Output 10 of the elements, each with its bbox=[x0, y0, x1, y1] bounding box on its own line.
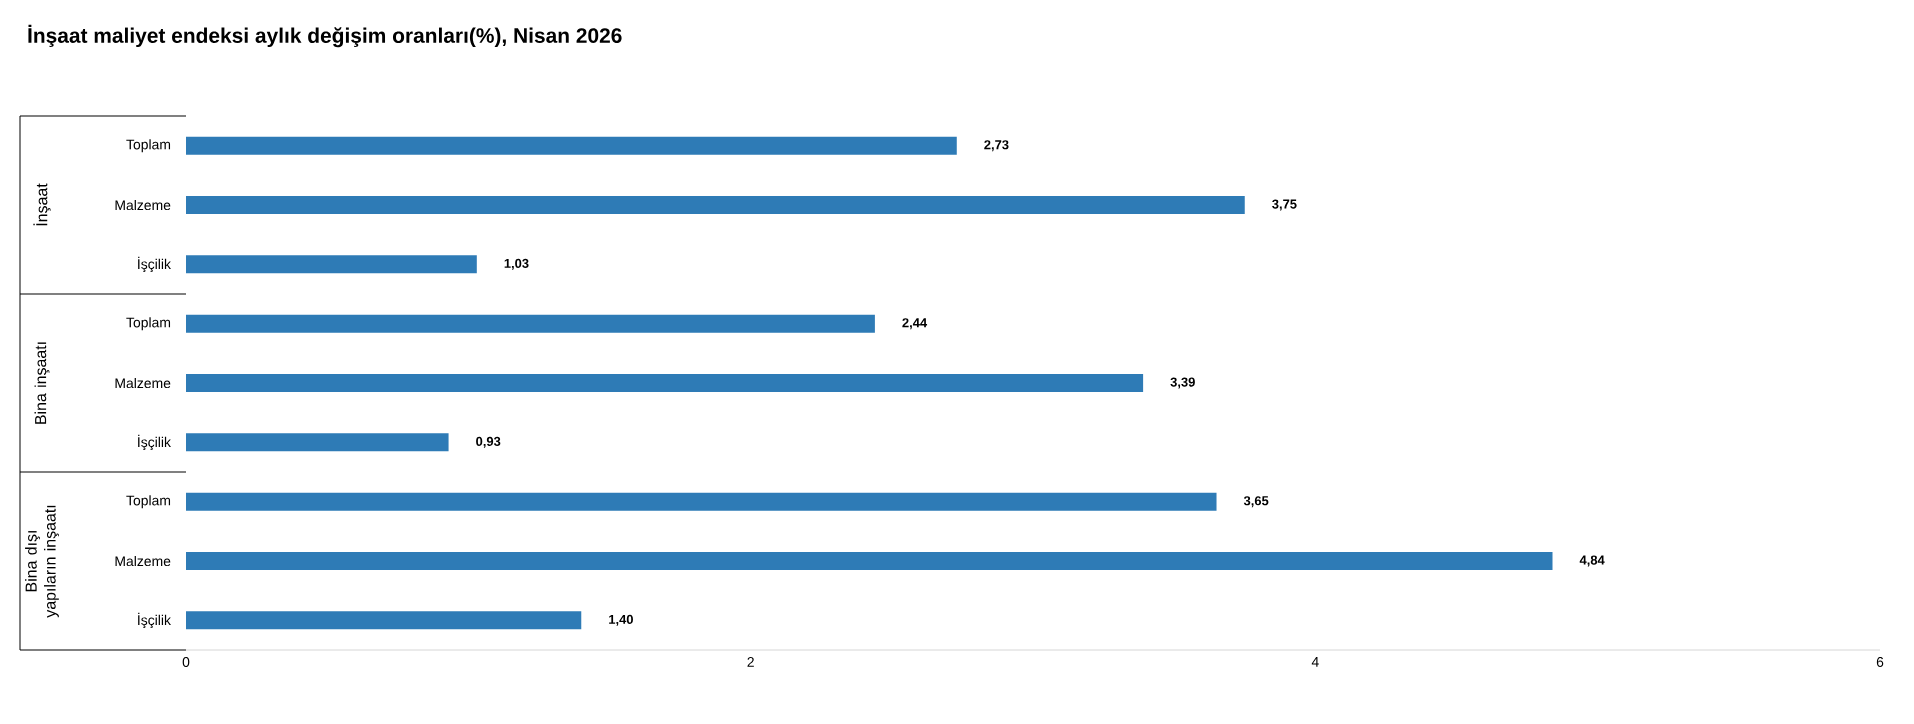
bar bbox=[186, 611, 582, 630]
bar bbox=[186, 374, 1144, 393]
bar bbox=[186, 314, 875, 333]
bar bbox=[186, 433, 449, 452]
bar bbox=[186, 255, 477, 274]
bar bbox=[186, 136, 957, 155]
bar bbox=[186, 492, 1217, 511]
bar bbox=[186, 196, 1245, 215]
bar bbox=[186, 552, 1553, 571]
chart-title: İnşaat maliyet endeksi aylık değişim oranları(%), Nisan 2026 bbox=[28, 24, 622, 48]
